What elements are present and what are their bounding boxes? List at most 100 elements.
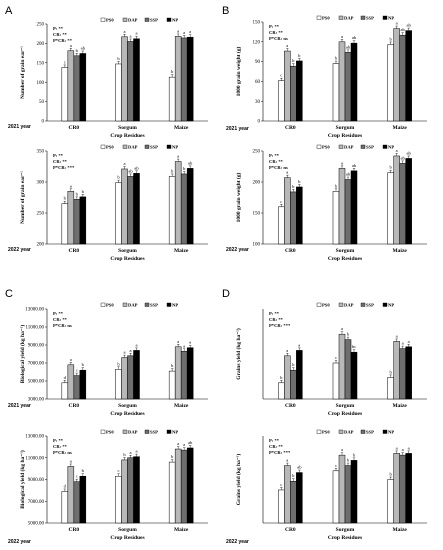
category-label: Maize	[174, 403, 189, 409]
legend-label: NP	[172, 144, 178, 149]
category-label: Maize	[174, 248, 189, 254]
anova-stat-label: CR: **	[53, 32, 68, 37]
legend-swatch	[166, 17, 172, 22]
bar	[284, 177, 291, 245]
bar	[168, 76, 176, 122]
bar	[338, 41, 346, 122]
legend-swatch	[100, 429, 106, 434]
significance-letter: c	[76, 474, 78, 479]
anova-stat-label: P*CR: ***	[53, 165, 75, 170]
bar	[79, 475, 87, 524]
anova-stat-label: CR: **	[269, 317, 284, 322]
y-tick-label: 7000.00	[28, 500, 45, 505]
category-label: CR0	[285, 248, 296, 254]
significance-letter: a	[341, 34, 343, 39]
category-label: Sorgum	[336, 527, 355, 533]
significance-letter: a	[286, 43, 288, 48]
bar	[115, 182, 122, 245]
bar	[115, 63, 122, 122]
significance-letter: d	[64, 483, 67, 488]
legend-label: NP	[172, 302, 178, 307]
category-label: CR0	[68, 403, 79, 409]
bar	[278, 489, 285, 524]
significance-letter: b	[335, 183, 338, 188]
significance-letter: b	[390, 165, 393, 170]
bar	[133, 350, 140, 400]
significance-letter: b	[353, 452, 356, 457]
significance-letter: a	[123, 350, 125, 355]
bar	[350, 460, 358, 524]
significance-letter: ab	[346, 172, 351, 177]
significance-letter: b	[82, 362, 85, 367]
legend-swatch	[144, 144, 150, 149]
y-tick-label: 3000.00	[28, 398, 45, 403]
significance-letter: a	[286, 170, 288, 175]
legend-label: NP	[388, 302, 394, 307]
category-label: Sorgum	[336, 125, 355, 131]
significance-letter: a	[70, 458, 72, 463]
x-axis-title: Crop Residues	[328, 133, 362, 139]
significance-letter: b	[64, 196, 67, 201]
significance-letter: ab	[128, 168, 133, 173]
legend-label: SSP	[150, 17, 158, 22]
legend-swatch	[122, 17, 128, 22]
bar	[290, 65, 297, 122]
significance-letter: a	[135, 449, 137, 454]
bar	[350, 170, 358, 245]
legend-swatch	[316, 302, 322, 307]
legend-swatch	[144, 17, 150, 22]
significance-letter: a	[135, 31, 137, 36]
y-tick-label: 300	[37, 181, 45, 186]
panel-letter: A	[5, 5, 13, 17]
significance-letter: b	[171, 168, 174, 173]
legend-label: PS0	[322, 144, 330, 149]
legend-swatch	[360, 429, 366, 434]
legend-label: NP	[388, 15, 394, 20]
legend-label: NP	[388, 144, 394, 149]
significance-letter: b	[298, 179, 301, 184]
significance-letter: b	[347, 332, 350, 337]
bar	[79, 369, 87, 400]
legend-swatch	[166, 144, 172, 149]
legend-label: PS0	[106, 429, 114, 434]
legend-swatch	[166, 302, 172, 307]
bar	[278, 206, 285, 245]
category-label: CR0	[285, 125, 296, 131]
significance-letter: a	[177, 339, 179, 344]
category-label: Maize	[392, 403, 407, 409]
bar	[387, 479, 394, 524]
y-tick-label: 13000.00	[25, 308, 44, 313]
category-label: CR0	[68, 125, 79, 131]
y-tick-label: 200	[37, 243, 45, 248]
significance-letter: ab	[297, 465, 302, 470]
y-tick-label: 250	[37, 23, 45, 28]
legend-swatch	[100, 144, 106, 149]
year-label: 2022 year	[8, 247, 31, 253]
bar	[344, 465, 352, 524]
bar	[73, 55, 81, 122]
bar	[186, 447, 194, 524]
y-axis-label: 1000 grain weight (g)	[235, 47, 242, 97]
legend-swatch	[382, 302, 388, 307]
bar	[180, 351, 188, 400]
significance-letter: a	[70, 183, 72, 188]
bar	[344, 52, 352, 122]
bar	[278, 382, 285, 400]
legend-label: NP	[388, 429, 394, 434]
legend-label: SSP	[150, 144, 158, 149]
bar	[168, 176, 176, 245]
y-tick-label: 9000.00	[28, 478, 45, 483]
bar	[284, 465, 291, 524]
significance-letter: c	[280, 482, 282, 487]
bar	[393, 341, 400, 400]
bar	[290, 369, 297, 400]
significance-letter: a	[129, 33, 131, 38]
significance-letter: a	[177, 28, 179, 33]
legend-swatch	[316, 429, 322, 434]
anova-stat-label: P: **	[269, 438, 280, 443]
significance-letter: c	[64, 59, 66, 64]
bar	[180, 173, 188, 245]
y-axis-label: Number of grain ear⁻¹	[20, 46, 26, 99]
y-tick-label: 5000.00	[28, 522, 45, 527]
significance-letter: a	[341, 326, 343, 331]
